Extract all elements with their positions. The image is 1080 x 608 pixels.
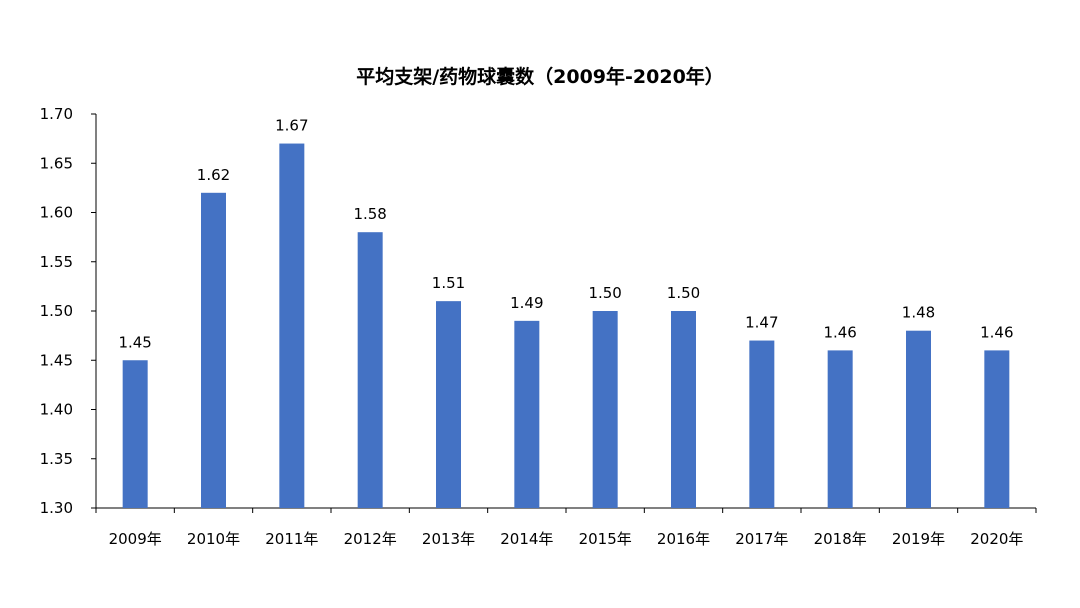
x-tick-label: 2016年 bbox=[657, 530, 710, 548]
data-label: 1.50 bbox=[588, 284, 621, 302]
y-tick-label: 1.45 bbox=[40, 351, 73, 369]
bar-2011年 bbox=[279, 143, 305, 509]
y-tick-label: 1.55 bbox=[40, 253, 73, 271]
bar-2014年 bbox=[514, 320, 540, 508]
data-label: 1.50 bbox=[667, 284, 700, 302]
x-tick-label: 2010年 bbox=[187, 530, 240, 548]
x-tick-label: 2011年 bbox=[265, 530, 318, 548]
x-axis: 2009年 2010年 2011年 2012年 2013年 2014年 2015年 2016年… bbox=[95, 507, 1037, 548]
bar-2015年 bbox=[592, 311, 618, 508]
x-tick-label: 2019年 bbox=[892, 530, 945, 548]
data-labels: 1.45 1.62 1.67 1.58 1.51 1.49 1.50 1.50 1.47 1.46… bbox=[118, 117, 1013, 352]
x-tick-label: 2015年 bbox=[579, 530, 632, 548]
x-tick-label: 2020年 bbox=[970, 530, 1023, 548]
bar-2019年 bbox=[906, 330, 931, 508]
y-tick-label: 1.50 bbox=[40, 302, 73, 320]
y-tick-label: 1.60 bbox=[40, 204, 73, 222]
bar-2013年 bbox=[436, 301, 461, 508]
data-label: 1.67 bbox=[275, 117, 308, 135]
data-label: 1.62 bbox=[197, 166, 230, 184]
bar-2018年 bbox=[827, 350, 853, 508]
bar-2017年 bbox=[749, 340, 775, 508]
x-tick-label: 2009年 bbox=[109, 530, 162, 548]
bar-2010年 bbox=[201, 192, 226, 509]
x-tick-label: 2017年 bbox=[735, 530, 788, 548]
bar-2012年 bbox=[357, 232, 383, 508]
data-label: 1.58 bbox=[353, 205, 386, 223]
x-tick-label: 2018年 bbox=[814, 530, 867, 548]
y-tick-label: 1.40 bbox=[40, 401, 73, 419]
data-label: 1.49 bbox=[510, 294, 543, 312]
bars bbox=[122, 143, 1010, 509]
data-label: 1.46 bbox=[980, 323, 1013, 341]
y-axis: 1.30 1.35 1.40 1.45 1.50 1.55 1.60 1.65 1.70 bbox=[40, 105, 97, 517]
y-tick-label: 1.70 bbox=[40, 105, 73, 123]
data-label: 1.48 bbox=[902, 304, 935, 322]
x-tick-label: 2012年 bbox=[344, 530, 397, 548]
y-tick-label: 1.35 bbox=[40, 450, 73, 468]
bar-2009年 bbox=[122, 360, 148, 508]
data-label: 1.45 bbox=[118, 333, 151, 351]
data-label: 1.46 bbox=[823, 323, 856, 341]
y-tick-label: 1.30 bbox=[40, 499, 73, 517]
x-tick-label: 2013年 bbox=[422, 530, 475, 548]
data-label: 1.47 bbox=[745, 314, 778, 332]
chart-title: 平均支架/药物球囊数（2009年-2020年） bbox=[356, 65, 724, 88]
y-tick-label: 1.65 bbox=[40, 154, 73, 172]
bar-2016年 bbox=[671, 311, 696, 508]
x-tick-label: 2014年 bbox=[500, 530, 553, 548]
bar-2020年 bbox=[984, 350, 1010, 508]
data-label: 1.51 bbox=[432, 274, 465, 292]
